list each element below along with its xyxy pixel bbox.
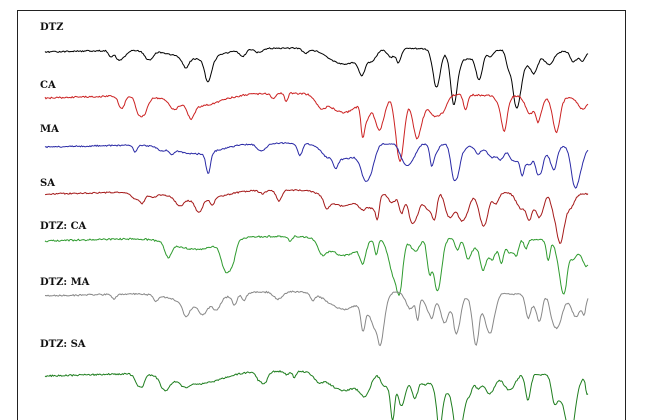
series-label-2: MA [40,124,59,135]
series-label-3: SA [40,178,55,189]
series-label-5: DTZ: MA [40,277,90,288]
series-line-1 [44,92,589,162]
series-label-6: DTZ: SA [40,339,86,350]
series-line-6 [44,370,589,420]
series-line-4 [44,235,589,296]
series-label-1: CA [40,80,56,91]
series-label-0: DTZ [40,22,63,33]
series-line-0 [44,47,589,109]
series-line-3 [44,189,589,244]
series-line-2 [44,142,589,189]
series-line-5 [44,290,589,347]
series-label-4: DTZ: CA [40,221,87,232]
figure-frame [17,10,626,420]
